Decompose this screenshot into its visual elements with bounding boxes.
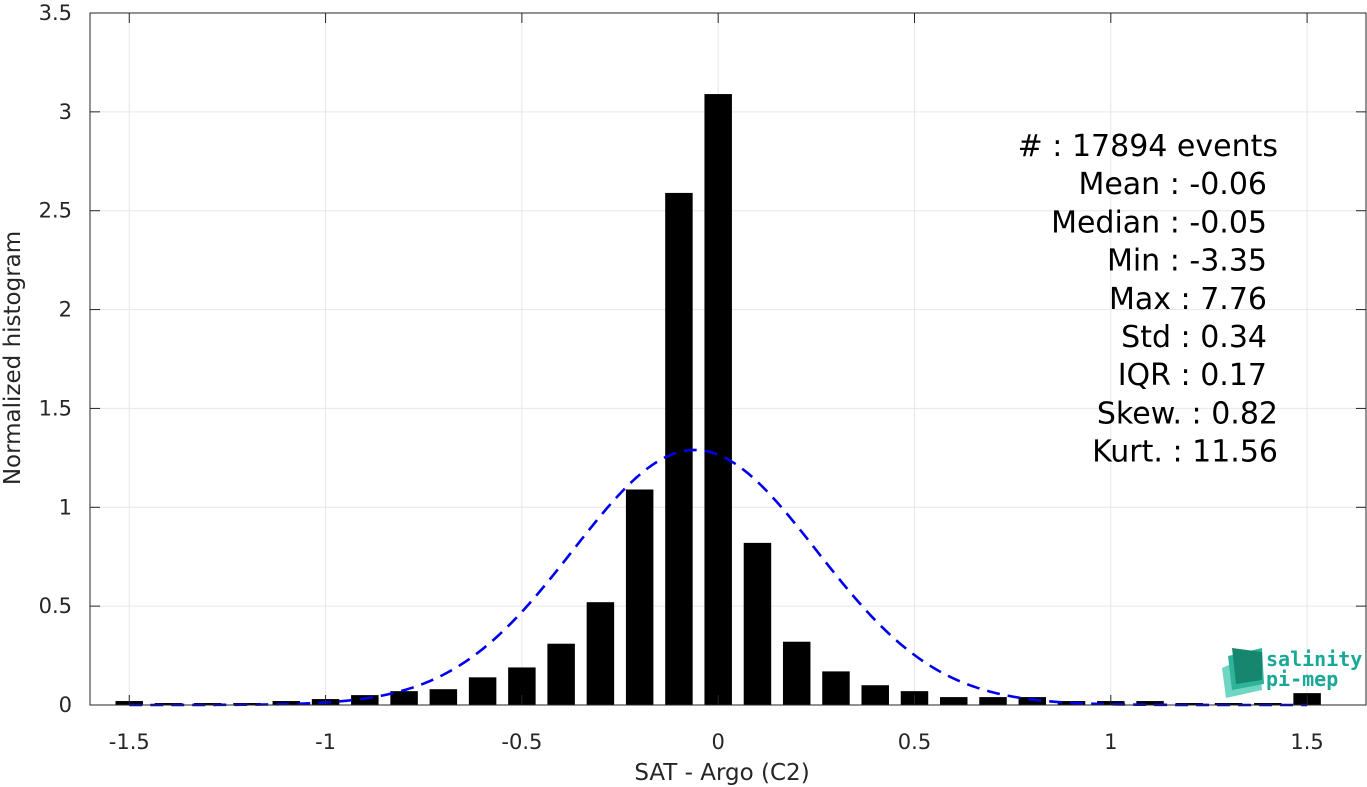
histogram-bar: [1018, 697, 1047, 705]
stat-line: Min : -3.35: [1107, 244, 1267, 279]
y-tick-label: 3.5: [39, 1, 72, 25]
histogram-bar: [429, 689, 458, 705]
logo-line1: salinity: [1266, 647, 1362, 671]
y-tick-label: 0.5: [39, 594, 72, 618]
y-axis-label: Normalized histogram: [0, 231, 26, 485]
histogram-bar: [979, 697, 1007, 705]
histogram-bar: [154, 703, 183, 705]
y-tick-labels: 0 0.5 1 1.5 2 2.5 3 3.5: [39, 1, 72, 717]
axis-ticks: [90, 12, 1366, 706]
histogram-bar: [625, 489, 654, 705]
histogram-bar: [861, 685, 889, 705]
histogram-bar: [1175, 703, 1204, 705]
histogram-bar: [782, 641, 811, 705]
x-tick-label: -1.5: [109, 730, 150, 754]
histogram-bar: [351, 695, 379, 705]
histogram-bar: [547, 643, 575, 705]
histogram-bar: [822, 671, 850, 705]
x-tick-label: 0.5: [898, 730, 931, 754]
y-tick-label: 1.5: [39, 396, 72, 420]
x-tick-label: -1: [315, 730, 336, 754]
axes-frame: [89, 12, 1367, 706]
histogram-bars: [115, 94, 1321, 706]
x-tick-label: 0: [711, 730, 724, 754]
x-tick-label: 1.5: [1290, 730, 1323, 754]
histogram-bar: [665, 192, 693, 706]
x-axis-label: SAT - Argo (C2): [634, 760, 809, 786]
stat-line: Mean : -0.06: [1078, 167, 1267, 202]
y-tick-label: 2.5: [39, 199, 72, 223]
histogram-bar: [1136, 701, 1164, 705]
y-tick-label: 0: [59, 693, 72, 717]
y-tick-label: 1: [59, 495, 72, 519]
salinity-pi-mep-logo: salinity pi-mep: [1222, 647, 1362, 698]
histogram-bar: [194, 703, 222, 705]
histogram-bar: [743, 542, 772, 705]
stat-line: # : 17894 events: [1018, 129, 1278, 164]
logo-line2: pi-mep: [1266, 667, 1338, 691]
stat-line: Median : -0.05: [1051, 205, 1267, 240]
y-tick-label: 3: [59, 100, 72, 124]
stat-line: IQR : 0.17: [1118, 358, 1267, 393]
stat-line: Std : 0.34: [1121, 320, 1267, 355]
x-tick-label: -0.5: [501, 730, 542, 754]
histogram-bar: [390, 691, 418, 705]
stat-line: Kurt. : 11.56: [1092, 435, 1278, 470]
histogram-bar: [468, 677, 497, 705]
x-tick-label: 1: [1104, 730, 1117, 754]
stat-line: Max : 7.76: [1109, 282, 1267, 317]
x-tick-labels: -1.5 -1 -0.5 0 0.5 1 1.5: [109, 730, 1324, 754]
histogram-bar: [704, 94, 732, 705]
histogram-bar: [940, 697, 968, 705]
histogram-bar: [586, 602, 615, 705]
y-tick-label: 2: [59, 298, 72, 322]
stat-line: Skew. : 0.82: [1097, 396, 1278, 431]
logo-graphic-icon: [1222, 648, 1264, 698]
